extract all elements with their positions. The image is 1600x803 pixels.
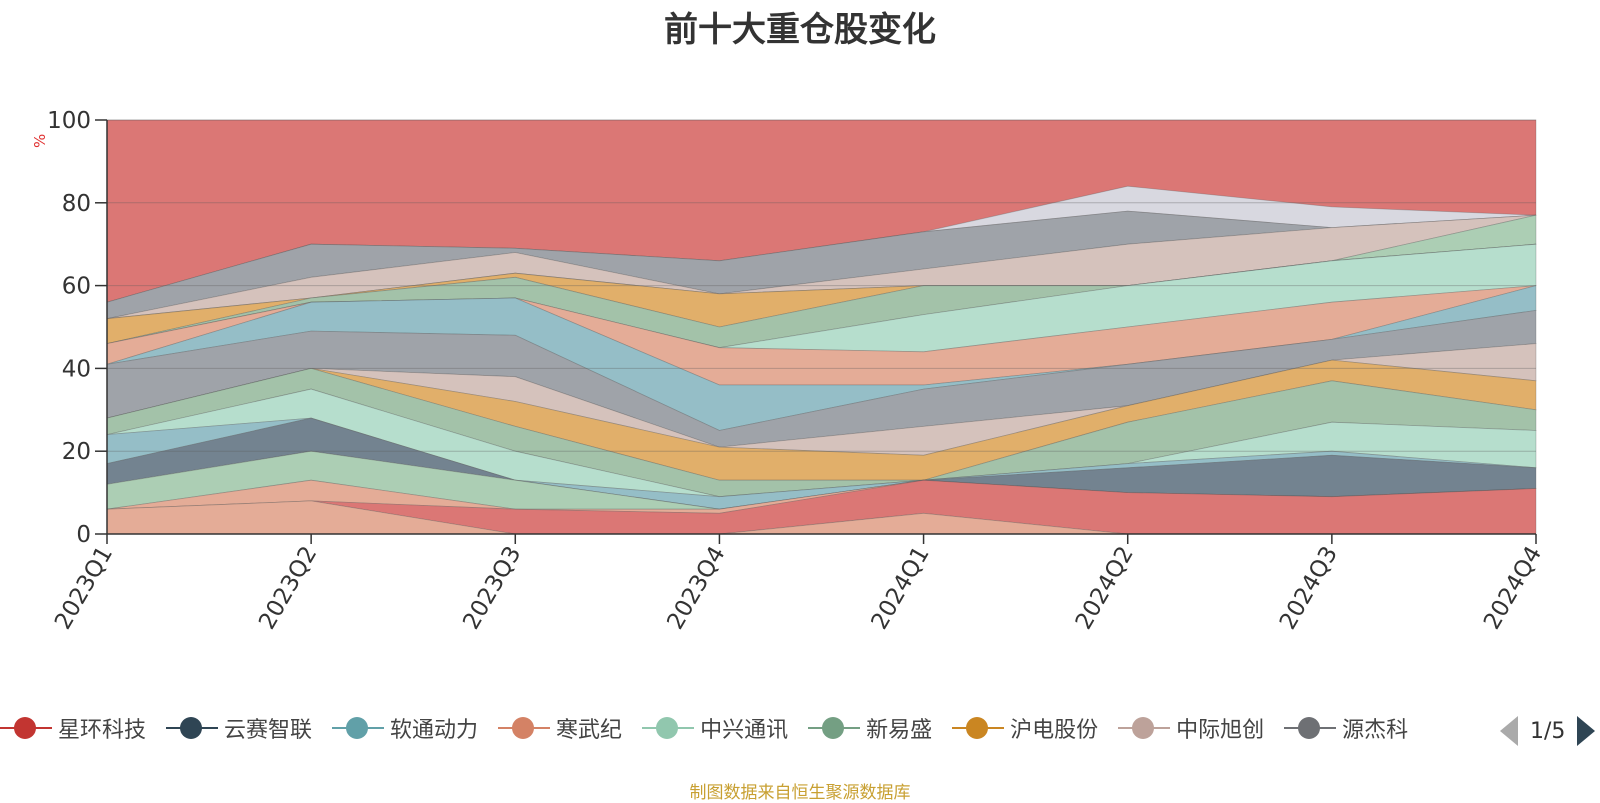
legend-prev-page-icon[interactable] [1500, 716, 1518, 746]
legend-item-5[interactable]: 新易盛 [808, 712, 932, 744]
x-tick-label-2023Q2: 2023Q2 [254, 542, 322, 634]
x-tick-label-2024Q1: 2024Q1 [867, 542, 935, 634]
area-band-16 [106, 417, 1537, 510]
legend-marker-icon [642, 716, 695, 740]
bands-layer [106, 119, 1537, 535]
area-band-11 [106, 343, 1537, 456]
area-band-12 [106, 359, 1537, 481]
legend-item-4[interactable]: 中兴通讯 [642, 712, 788, 744]
legend-label: 源杰科 [1342, 718, 1409, 743]
legend-marker-icon [166, 716, 219, 740]
legend-marker-icon [0, 716, 52, 740]
x-tick-label-2024Q2: 2024Q2 [1071, 542, 1139, 634]
y-tick-label-80: 80 [62, 191, 91, 217]
source-note: 制图数据来自恒生聚源数据库 [689, 783, 911, 803]
legend-item-1[interactable]: 云赛智联 [166, 712, 312, 744]
legend-label: 沪电股份 [1010, 718, 1099, 743]
legend-label: 软通动力 [390, 718, 479, 743]
area-band-13 [106, 367, 1537, 498]
legend-label: 云赛智联 [224, 718, 313, 743]
legend-label: 中际旭创 [1176, 718, 1265, 743]
chart-title: 前十大重仓股变化 [664, 10, 936, 50]
y-tick-label-100: 100 [47, 108, 91, 134]
legend-item-6[interactable]: 沪电股份 [952, 712, 1098, 744]
legend-label: 星环科技 [58, 718, 147, 743]
legend-item-2[interactable]: 软通动力 [332, 712, 478, 744]
legend-label: 寒武纪 [556, 718, 623, 743]
y-tick-label-0: 0 [76, 522, 91, 548]
legend-pager: 1/5 [1500, 716, 1596, 746]
y-tick-label-40: 40 [62, 356, 91, 382]
legend-marker-icon [808, 716, 861, 740]
legend-marker-icon [498, 716, 551, 740]
legend-next-page-icon[interactable] [1577, 716, 1596, 746]
legend-item-7[interactable]: 中际旭创 [1118, 712, 1264, 744]
legend-page-indicator: 1/5 [1530, 718, 1566, 744]
legend-marker-icon [332, 716, 385, 740]
x-tick-label-2023Q3: 2023Q3 [458, 542, 526, 634]
legend-item-0[interactable]: 星环科技 [0, 712, 146, 744]
legend-item-8[interactable]: 源杰科 [1284, 712, 1408, 744]
y-tick-label-60: 60 [62, 274, 91, 300]
x-tick-label-2023Q4: 2023Q4 [662, 542, 730, 634]
legend-marker-icon [1118, 716, 1171, 740]
legend-label: 新易盛 [866, 718, 933, 743]
x-tick-label-2024Q3: 2024Q3 [1275, 542, 1343, 634]
legend-label: 中兴通讯 [700, 718, 789, 743]
legend-marker-icon [1284, 716, 1337, 740]
x-tick-label-2023Q1: 2023Q1 [50, 542, 118, 634]
area-band-4 [106, 214, 1537, 320]
legend: 星环科技 云赛智联 软通动力 寒武纪 中兴通讯 新易盛 沪电股份 中际旭创 源杰科 [0, 712, 1480, 752]
legend-marker-icon [952, 716, 1005, 740]
legend-item-3[interactable]: 寒武纪 [498, 712, 622, 744]
grid-layer [107, 119, 1536, 452]
y-tick-label-20: 20 [62, 439, 91, 465]
x-tick-label-2024Q4: 2024Q4 [1479, 542, 1547, 634]
